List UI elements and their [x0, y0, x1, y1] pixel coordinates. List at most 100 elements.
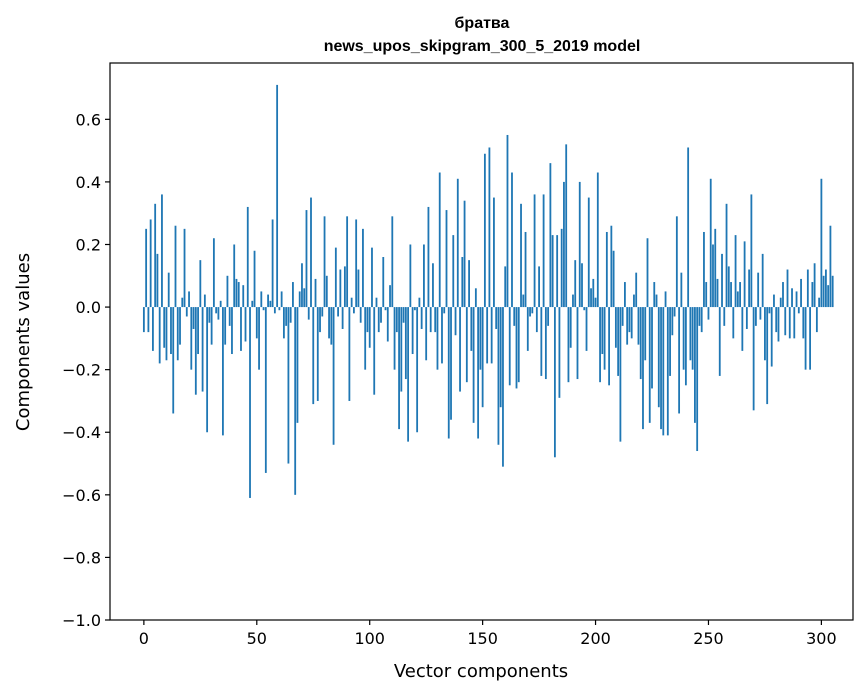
bar-27: [203, 294, 206, 308]
bar-118: [409, 244, 412, 308]
bar-203: [601, 307, 604, 355]
bar-5: [154, 203, 157, 308]
y-tick-label: −0.6: [62, 486, 101, 505]
bar-141: [461, 257, 464, 308]
chart-title: братва: [455, 15, 510, 32]
bar-70: [301, 263, 303, 308]
bar-145: [470, 307, 473, 351]
bar-251: [709, 178, 712, 308]
bar-164: [513, 307, 516, 326]
bar-81: [325, 275, 328, 308]
bar-181: [551, 235, 554, 308]
bar-298: [815, 307, 818, 333]
bar-135: [447, 307, 450, 439]
bar-17: [181, 297, 184, 308]
bar-25: [199, 260, 202, 308]
bar-72: [305, 210, 308, 308]
bar-265: [741, 307, 744, 351]
bar-242: [689, 307, 692, 361]
bar-211: [619, 307, 622, 442]
bar-2: [147, 307, 150, 333]
bar-26: [201, 307, 204, 392]
bar-200: [594, 297, 597, 308]
bar-293: [804, 307, 807, 370]
bar-130: [436, 307, 439, 370]
bar-97: [362, 228, 364, 308]
bar-227: [655, 294, 658, 308]
bar-205: [605, 231, 608, 308]
bar-20: [188, 291, 190, 308]
bar-158: [499, 307, 502, 408]
bar-287: [791, 288, 793, 308]
bar-188: [567, 307, 570, 383]
bar-183: [556, 235, 559, 308]
bar-155: [493, 197, 495, 308]
bar-252: [712, 244, 714, 308]
bar-143: [465, 307, 468, 383]
bar-42: [237, 282, 240, 308]
bar-154: [490, 307, 493, 364]
bar-142: [463, 200, 466, 308]
bar-74: [310, 197, 312, 308]
bar-58: [273, 307, 276, 314]
x-tick-label: 150: [467, 629, 498, 648]
bar-285: [786, 269, 789, 308]
bar-90: [346, 216, 349, 308]
bar-1: [145, 228, 148, 308]
x-ticks-group: 0 50 100 150 200 250 300: [139, 620, 837, 648]
bar-119: [411, 307, 414, 355]
bar-0: [142, 307, 145, 333]
y-tick-label: 0.4: [76, 173, 101, 192]
bar-122: [418, 297, 421, 308]
bar-234: [671, 307, 674, 336]
bar-257: [723, 307, 726, 326]
bar-82: [328, 307, 330, 339]
bar-16: [179, 307, 181, 345]
bar-250: [707, 307, 710, 320]
bar-161: [506, 134, 509, 308]
bar-292: [802, 307, 805, 339]
bar-36: [224, 307, 227, 345]
bar-281: [777, 307, 780, 342]
bar-147: [474, 288, 477, 308]
bar-109: [389, 285, 391, 308]
x-tick-label: 50: [247, 629, 267, 648]
bar-30: [210, 307, 213, 345]
bar-216: [630, 307, 633, 339]
bar-61: [280, 291, 283, 308]
bar-196: [585, 307, 588, 351]
bar-202: [599, 307, 601, 383]
bar-166: [517, 307, 520, 383]
bar-220: [639, 307, 642, 380]
bar-153: [488, 147, 491, 308]
y-axis-label: Components values: [13, 253, 34, 431]
bar-4: [152, 307, 154, 351]
bar-191: [574, 260, 577, 308]
bar-129: [434, 307, 437, 333]
bar-160: [504, 266, 507, 308]
bar-240: [684, 307, 687, 386]
bar-100: [368, 307, 371, 348]
bar-148: [477, 307, 480, 439]
bar-62: [282, 307, 285, 339]
bar-190: [572, 294, 574, 308]
bar-189: [569, 307, 572, 348]
bar-55: [267, 294, 269, 308]
bar-289: [795, 291, 798, 308]
bar-46: [246, 206, 249, 308]
bar-73: [307, 307, 310, 320]
bar-152: [486, 307, 489, 364]
bar-37: [226, 275, 229, 308]
bar-296: [811, 282, 814, 308]
bar-53: [262, 307, 265, 311]
bars-group: [142, 84, 834, 498]
bar-187: [565, 144, 568, 308]
bar-167: [520, 203, 522, 308]
bar-303: [827, 285, 830, 308]
bar-15: [176, 307, 179, 361]
bar-95: [357, 269, 360, 308]
bar-246: [698, 307, 701, 326]
bar-80: [323, 216, 326, 308]
bar-222: [644, 307, 647, 361]
bar-238: [680, 272, 683, 308]
